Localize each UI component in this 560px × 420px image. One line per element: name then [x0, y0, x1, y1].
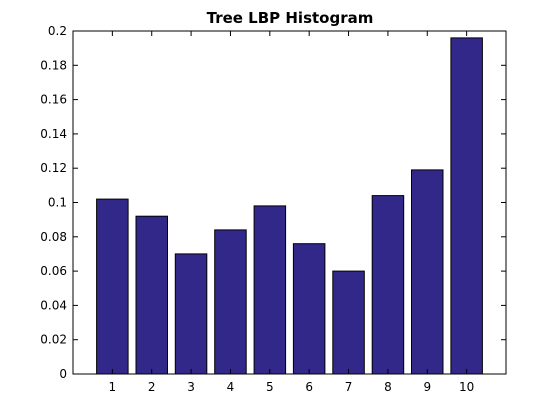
- bar-8: [371, 195, 405, 375]
- x-tick-label: 7: [345, 380, 353, 394]
- y-tick-label: 0.04: [40, 298, 67, 312]
- x-tick-label: 10: [459, 380, 474, 394]
- bar-7: [332, 270, 365, 375]
- y-tick-label: 0.14: [40, 127, 67, 141]
- y-tick-label: 0.06: [40, 264, 67, 278]
- y-tick-label: 0: [59, 367, 67, 381]
- chart-title: Tree LBP Histogram: [207, 9, 374, 27]
- bar-3: [174, 253, 208, 375]
- y-tick-label: 0.08: [40, 230, 67, 244]
- x-tick-label: 2: [148, 380, 156, 394]
- x-tick-label: 9: [423, 380, 431, 394]
- y-tick-label: 0.1: [48, 196, 67, 210]
- bar-1: [96, 198, 129, 375]
- bar-2: [135, 215, 168, 375]
- bar-5: [253, 205, 287, 375]
- y-tick-label: 0.2: [48, 24, 67, 38]
- y-axis: 0 0.02 0.04 0.06 0.08 0.1 0.12 0.14 0.16 0.18 0.2: [40, 24, 506, 381]
- x-tick-label: 3: [187, 380, 195, 394]
- x-tick-label: 4: [227, 380, 235, 394]
- y-tick-label: 0.18: [40, 58, 67, 72]
- y-tick-label: 0.16: [40, 93, 67, 107]
- bar-9: [411, 169, 444, 375]
- y-tick-label: 0.02: [40, 333, 67, 347]
- x-tick-label: 6: [305, 380, 313, 394]
- x-tick-label: 5: [266, 380, 274, 394]
- bar-6: [292, 243, 326, 375]
- bars: [96, 37, 483, 375]
- y-tick-label: 0.12: [40, 161, 67, 175]
- x-tick-label: 8: [384, 380, 392, 394]
- plot-frame: [72, 30, 507, 375]
- bar-4: [214, 229, 247, 375]
- bar-10: [450, 37, 483, 375]
- x-tick-label: 1: [109, 380, 117, 394]
- x-axis: 1 2 3 4 5 6 7 8 9 10: [109, 31, 474, 394]
